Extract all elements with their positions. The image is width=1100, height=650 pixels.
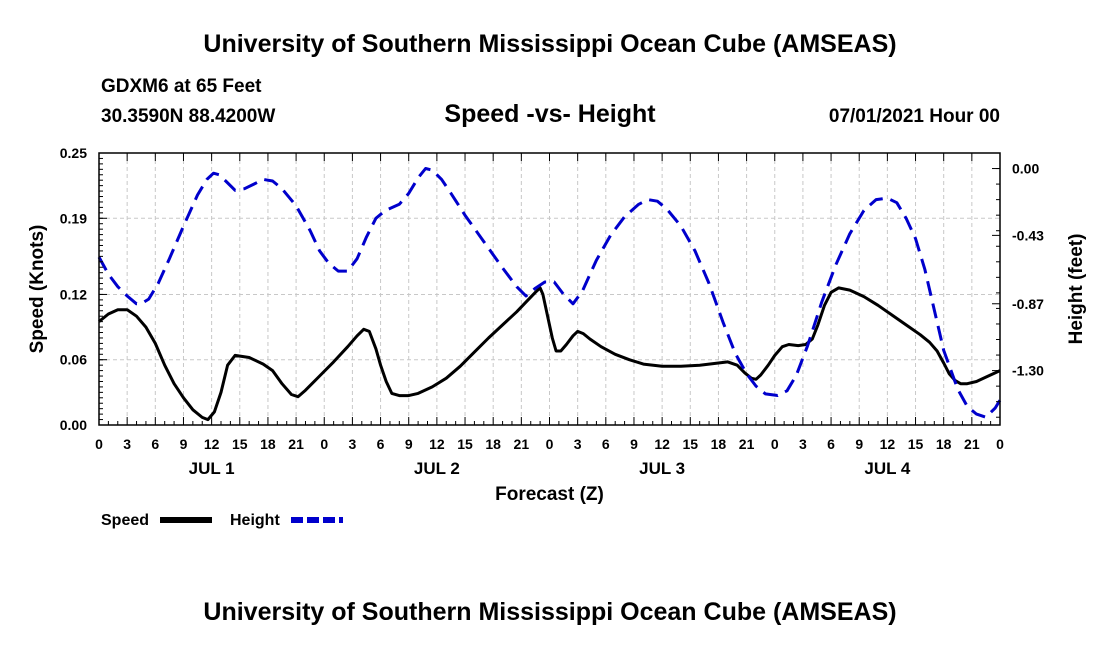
grid — [99, 153, 1000, 425]
x-tick-label: 18 — [485, 436, 501, 452]
x-tick-label: 12 — [204, 436, 220, 452]
x-tick-label: 0 — [996, 436, 1004, 452]
y-left-tick-label: 0.00 — [60, 417, 87, 433]
x-tick-label: 12 — [429, 436, 445, 452]
legend: Speed Height — [101, 512, 343, 529]
x-tick-label: 15 — [908, 436, 924, 452]
legend-label-speed: Speed — [101, 512, 149, 529]
y-left-tick-label: 0.19 — [60, 210, 87, 226]
x-tick-label: 18 — [711, 436, 727, 452]
x-tick-label: 6 — [377, 436, 385, 452]
page-title: University of Southern Mississippi Ocean… — [203, 30, 897, 58]
chart-subtitle: Speed -vs- Height — [444, 100, 656, 128]
y-right-tick-label: -1.30 — [1012, 363, 1044, 379]
x-tick-label: 9 — [180, 436, 188, 452]
y-left-tick-label: 0.12 — [60, 286, 87, 302]
x-tick-label: 3 — [123, 436, 131, 452]
day-label: JUL 2 — [414, 459, 460, 478]
legend-label-height: Height — [230, 512, 280, 529]
y-right-tick-label: -0.43 — [1012, 227, 1044, 243]
y-left-tick-label: 0.06 — [60, 352, 87, 368]
speed-series-line — [98, 286, 1001, 422]
x-tick-label: 18 — [936, 436, 952, 452]
station-label: GDXM6 at 65 Feet — [101, 76, 262, 97]
day-label: JUL 4 — [864, 459, 911, 478]
y-right-tick-label: -0.87 — [1012, 296, 1044, 312]
x-tick-label: 12 — [654, 436, 670, 452]
day-label: JUL 1 — [189, 459, 235, 478]
x-tick-label: 0 — [771, 436, 779, 452]
day-label: JUL 3 — [639, 459, 685, 478]
series-layer — [97, 167, 1002, 422]
x-tick-label: 15 — [232, 436, 248, 452]
y-right-axis-title: Height (feet) — [1066, 234, 1087, 345]
x-tick-label: 15 — [682, 436, 698, 452]
x-tick-label: 6 — [151, 436, 159, 452]
x-tick-label: 9 — [855, 436, 863, 452]
x-tick-label: 12 — [880, 436, 896, 452]
coordinates-label: 30.3590N 88.4200W — [101, 106, 276, 127]
axes: 0 3 6 9 12 15 18 21 0 3 6 9 12 15 18 21 0 3 6 9 12 15 18 21 0 3 6 9… — [27, 145, 1087, 505]
x-axis-title: Forecast (Z) — [495, 484, 604, 505]
page-footer-title: University of Southern Mississippi Ocean… — [203, 598, 897, 626]
x-tick-label: 3 — [574, 436, 582, 452]
x-tick-label: 3 — [349, 436, 357, 452]
x-tick-label: 0 — [95, 436, 103, 452]
x-tick-label: 6 — [827, 436, 835, 452]
x-tick-label: 21 — [739, 436, 755, 452]
x-tick-label: 9 — [405, 436, 413, 452]
y-right-tick-label: 0.00 — [1012, 161, 1039, 177]
y-left-axis-title: Speed (Knots) — [27, 225, 48, 354]
x-tick-label: 21 — [964, 436, 980, 452]
x-tick-label: 18 — [260, 436, 276, 452]
y-left-tick-label: 0.25 — [60, 145, 87, 161]
x-tick-label: 21 — [514, 436, 530, 452]
x-tick-label: 0 — [546, 436, 554, 452]
x-tick-label: 6 — [602, 436, 610, 452]
x-tick-label: 9 — [630, 436, 638, 452]
x-tick-label: 15 — [457, 436, 473, 452]
height-series-line — [97, 167, 1002, 419]
x-tick-label: 3 — [799, 436, 807, 452]
x-tick-label: 0 — [320, 436, 328, 452]
x-tick-label: 21 — [288, 436, 304, 452]
forecast-datetime: 07/01/2021 Hour 00 — [828, 106, 1000, 127]
